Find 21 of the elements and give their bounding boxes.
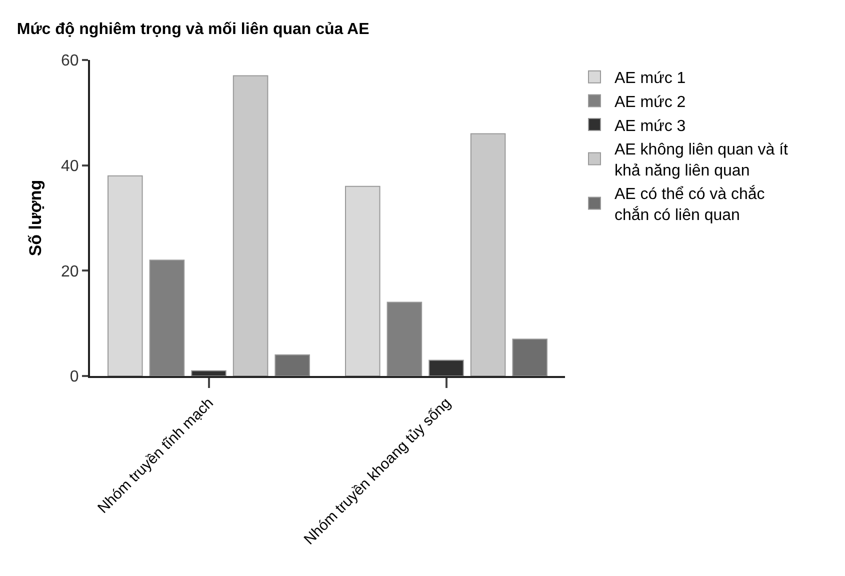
bar bbox=[512, 338, 548, 376]
bar bbox=[470, 133, 506, 376]
bar bbox=[232, 75, 268, 376]
legend-label: AE không liên quan và ít khả năng liên quan bbox=[614, 142, 789, 180]
y-axis-title: Số lượng bbox=[26, 180, 46, 256]
bar bbox=[345, 186, 380, 376]
y-tick-label: 20 bbox=[61, 263, 79, 280]
bar bbox=[386, 302, 422, 376]
legend-label: AE có thể có và chắc chắn có liên quan bbox=[614, 185, 765, 224]
bar bbox=[191, 370, 226, 376]
bar bbox=[149, 260, 185, 376]
bar bbox=[428, 360, 464, 376]
legend-label: AE mức 3 bbox=[614, 118, 686, 135]
y-tick-label: 0 bbox=[70, 368, 79, 386]
y-tick-label: 60 bbox=[61, 52, 79, 70]
legend-label: AE mức 1 bbox=[614, 70, 686, 88]
chart-title: Mức độ nghiêm trọng và mối liên quan của AE bbox=[16, 21, 370, 38]
y-tick-label: 40 bbox=[61, 158, 79, 175]
bar bbox=[108, 175, 143, 376]
legend-label: AE mức 2 bbox=[614, 94, 686, 111]
bar bbox=[274, 354, 310, 376]
